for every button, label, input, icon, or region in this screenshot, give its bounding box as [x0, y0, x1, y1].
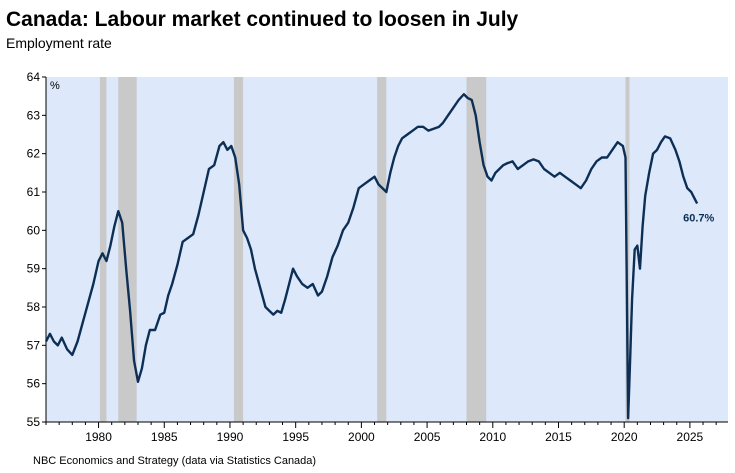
x-tick-label-2000: 2000 [348, 430, 375, 444]
latest-value-label: 60.7% [683, 213, 714, 225]
series-layer [44, 93, 699, 420]
y-tick-label-55: 55 [27, 415, 41, 429]
axes: 55 56 57 58 59 60 61 62 63 64 1980 1985 1990 1995 2000… [27, 70, 728, 444]
source-note: NBC Economics and Strategy (data via Sta… [33, 455, 317, 467]
x-tick-label-1985: 1985 [151, 430, 178, 444]
x-tick-label-1990: 1990 [217, 430, 244, 444]
y-tick-label-60: 60 [27, 223, 41, 237]
recession-band-4 [377, 77, 387, 422]
x-tick-label-2010: 2010 [479, 430, 506, 444]
recession-band-3 [233, 77, 244, 422]
x-tick-label-2015: 2015 [545, 430, 572, 444]
y-tick-label-56: 56 [27, 377, 41, 391]
x-tick-label-2020: 2020 [611, 430, 638, 444]
chart-title: Canada: Labour market continued to loose… [6, 8, 519, 31]
x-tick-label-1995: 1995 [282, 430, 309, 444]
y-tick-label-61: 61 [27, 185, 41, 199]
y-tick-label-62: 62 [27, 147, 41, 161]
x-tick-label-2025: 2025 [677, 430, 704, 444]
chart-subtitle: Employment rate [6, 35, 112, 51]
recession-band-2 [118, 77, 137, 422]
x-tick-label-2005: 2005 [414, 430, 441, 444]
y-tick-label-64: 64 [27, 70, 41, 84]
y-tick-label-58: 58 [27, 300, 41, 314]
plot-area [46, 77, 728, 422]
employment-rate-line [44, 93, 699, 420]
recession-band-5 [466, 77, 487, 422]
y-tick-label-59: 59 [27, 262, 41, 276]
recession-band-1 [99, 77, 107, 422]
y-tick-label-63: 63 [27, 108, 41, 122]
y-unit-label: % [50, 80, 60, 92]
y-tick-label-57: 57 [27, 338, 41, 352]
x-tick-label-1980: 1980 [85, 430, 112, 444]
